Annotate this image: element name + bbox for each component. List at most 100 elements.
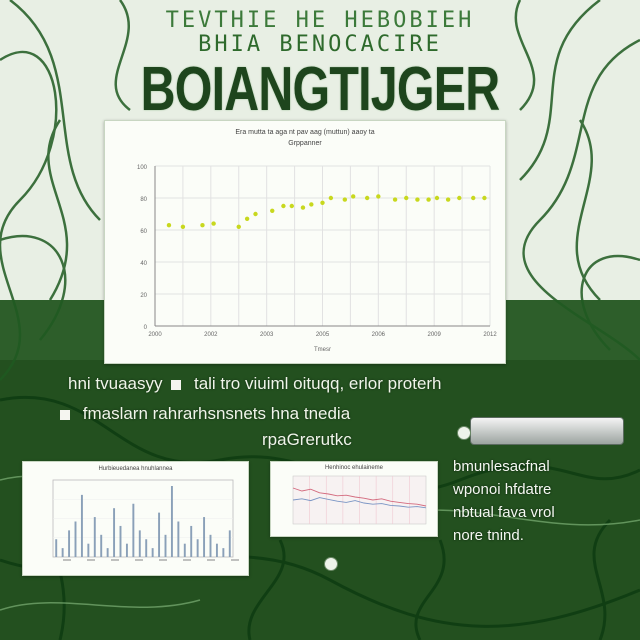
slider-bar[interactable] xyxy=(470,417,624,445)
bar xyxy=(106,548,109,557)
data-point xyxy=(482,195,487,201)
bar xyxy=(93,517,96,557)
main-chart-subtitle: Grppanner xyxy=(288,140,322,147)
x-tick-label: 2005 xyxy=(316,332,330,338)
bar xyxy=(196,539,199,557)
bar xyxy=(228,530,231,557)
bar xyxy=(87,543,90,557)
data-point xyxy=(342,197,348,202)
bar xyxy=(74,521,77,557)
data-point xyxy=(200,223,205,228)
data-point xyxy=(351,194,356,199)
bar xyxy=(177,521,180,557)
bar xyxy=(132,503,135,557)
bar-chart-svg xyxy=(52,479,239,561)
data-point xyxy=(434,195,440,201)
data-point xyxy=(281,203,286,209)
data-point xyxy=(445,197,451,202)
data-point xyxy=(328,195,334,201)
bar xyxy=(55,539,58,557)
data-point xyxy=(426,197,431,202)
line-chart-svg xyxy=(292,475,427,525)
data-point xyxy=(211,221,216,226)
y-tick-label: 0 xyxy=(144,325,148,331)
data-point xyxy=(309,202,314,207)
y-tick-label: 40 xyxy=(140,261,147,267)
bar xyxy=(203,517,206,557)
x-tick-label: 2006 xyxy=(372,332,386,338)
bar xyxy=(145,539,148,557)
caption-line-1-right: tali tro viuiml oituqq, erlor proterh xyxy=(193,374,442,393)
data-point xyxy=(289,203,294,209)
poster-title: BOIANGTIJGER xyxy=(140,55,501,124)
bar xyxy=(170,486,173,557)
bar-chart-title: Hurbieuedanea hnuhlannea xyxy=(98,466,173,472)
bar xyxy=(119,525,122,557)
series-line xyxy=(292,497,427,509)
bar xyxy=(151,548,154,557)
data-point xyxy=(300,205,306,210)
caption-line-1-left: hni tvuaasyy xyxy=(68,374,163,393)
y-tick-label: 60 xyxy=(140,229,147,235)
data-point xyxy=(471,195,476,201)
main-chart-panel: Era mutta ta aga nt pav aag (muttun) aao… xyxy=(104,120,506,364)
header-line-2: BHIA BENOCACIRE xyxy=(198,32,442,57)
bullet-icon xyxy=(60,409,70,420)
data-point xyxy=(415,197,420,202)
bar xyxy=(113,508,116,557)
bar xyxy=(100,534,103,557)
series-line xyxy=(292,487,427,507)
data-point xyxy=(404,195,409,201)
caption-line-2: fmaslarn rahrarhsnsnets hna tnedia xyxy=(56,404,350,424)
side-text-line: nbtual fava vrol xyxy=(453,504,555,521)
bar xyxy=(68,530,71,557)
side-text-line: wponoi hfdatre xyxy=(453,481,552,498)
data-point xyxy=(376,194,381,199)
x-tick-label: 2002 xyxy=(204,332,218,338)
side-text-line: nore tnind. xyxy=(453,527,524,544)
y-tick-label: 80 xyxy=(140,197,147,203)
data-point xyxy=(244,216,250,221)
data-point xyxy=(392,197,398,202)
side-text-line: bmunlesacfnal xyxy=(453,458,550,475)
data-point xyxy=(253,211,258,217)
data-point xyxy=(166,223,172,228)
bar xyxy=(80,494,83,557)
x-tick-label: 2000 xyxy=(148,332,162,338)
bar xyxy=(61,548,64,557)
bar xyxy=(222,548,225,557)
bar-chart-panel: Hurbieuedanea hnuhlannea xyxy=(22,461,249,576)
line-chart-title: Henhinoc ehulaineme xyxy=(324,465,384,471)
bar xyxy=(190,525,193,557)
caption-line-1: hni tvuaasyy tali tro viuiml oituqq, erl… xyxy=(68,374,442,394)
bar xyxy=(125,543,128,557)
bar xyxy=(215,543,218,557)
data-point xyxy=(457,195,462,201)
data-point xyxy=(236,224,241,229)
data-point xyxy=(364,195,370,201)
x-tick-label: 2012 xyxy=(483,332,497,338)
y-tick-label: 20 xyxy=(140,293,147,299)
bullet-icon xyxy=(171,379,182,390)
data-point xyxy=(320,200,325,205)
bar xyxy=(183,543,186,557)
data-point xyxy=(270,208,275,213)
bar xyxy=(138,530,141,557)
side-text: bmunlesacfnal wponoi hfdatre nbtual fava… xyxy=(453,455,623,547)
knob-icon xyxy=(324,557,338,571)
main-chart-title: Era mutta ta aga nt pav aag (muttun) aao… xyxy=(235,129,375,136)
y-tick-label: 100 xyxy=(137,165,148,171)
x-axis-label: Tmesr xyxy=(314,347,331,353)
x-tick-label: 2009 xyxy=(427,332,441,338)
caption-line-3: rpaGrerutkc xyxy=(262,430,352,449)
bar xyxy=(158,512,161,557)
knob-icon xyxy=(457,426,471,440)
bar xyxy=(209,534,212,557)
caption-line-2-text: fmaslarn rahrarhsnsnets hna tnedia xyxy=(82,404,351,423)
header-line-1: TEVTHIE HE HEBOBIEH xyxy=(165,8,475,33)
line-chart-panel: Henhinoc ehulaineme xyxy=(270,461,438,537)
x-tick-label: 2003 xyxy=(260,332,274,338)
data-point xyxy=(180,224,186,229)
main-chart-svg: 0 20 40 60 80 100 2000 2002 2003 2005 2006 2009 2012… xyxy=(137,165,497,353)
bar xyxy=(164,534,167,557)
